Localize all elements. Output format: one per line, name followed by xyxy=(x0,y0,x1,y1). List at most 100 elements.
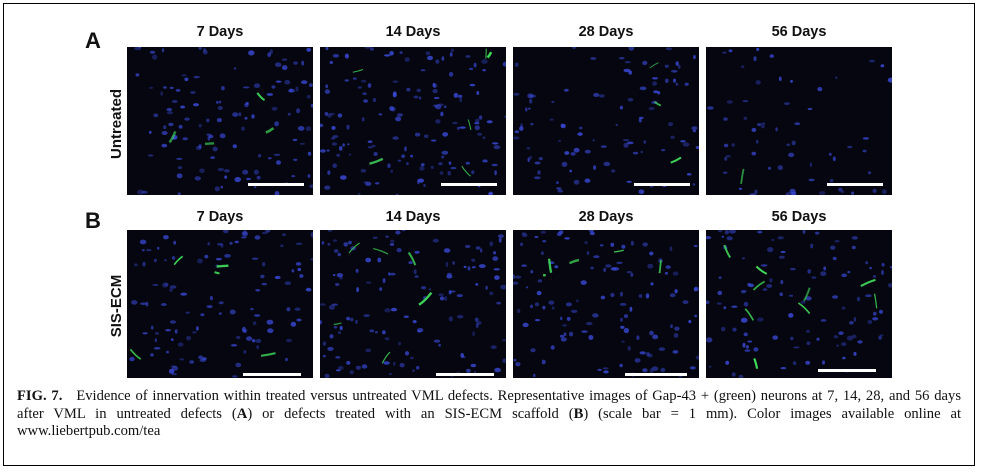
nucleus-mark xyxy=(169,86,174,89)
nucleus-mark xyxy=(372,236,378,239)
nucleus-mark xyxy=(286,338,292,343)
nucleus-mark xyxy=(597,368,602,371)
nucleus-mark xyxy=(337,365,344,370)
nucleus-mark xyxy=(219,133,226,139)
nucleus-mark xyxy=(842,356,846,360)
nucleus-mark xyxy=(853,351,857,356)
micrograph-sis-ecm-28-days xyxy=(513,230,699,378)
nucleus-mark xyxy=(414,132,421,137)
nucleus-mark xyxy=(650,282,654,286)
nucleus-mark xyxy=(206,305,213,309)
nucleus-mark xyxy=(602,367,609,370)
nucleus-mark xyxy=(682,300,689,304)
nucleus-mark xyxy=(560,123,564,128)
nucleus-mark xyxy=(384,308,391,313)
nucleus-mark xyxy=(528,107,531,110)
nucleus-mark xyxy=(243,330,247,333)
nucleus-mark xyxy=(626,180,632,183)
nucleus-mark xyxy=(751,151,757,156)
nucleus-mark xyxy=(290,321,297,327)
nucleus-mark xyxy=(463,265,467,268)
nucleus-mark xyxy=(448,290,452,295)
nucleus-mark xyxy=(241,236,247,239)
nucleus-mark xyxy=(645,351,650,356)
nucleus-mark xyxy=(149,50,156,54)
nucleus-mark xyxy=(444,296,448,301)
nucleus-mark xyxy=(808,178,815,182)
nucleus-mark xyxy=(413,95,419,99)
nucleus-mark xyxy=(399,51,403,54)
nucleus-mark xyxy=(642,368,648,373)
nucleus-mark xyxy=(232,375,238,378)
nucleus-mark xyxy=(561,161,568,167)
nucleus-mark xyxy=(265,230,271,233)
nucleus-mark xyxy=(789,188,796,194)
nucleus-mark xyxy=(669,293,676,298)
nucleus-mark xyxy=(491,142,499,145)
nucleus-mark xyxy=(438,343,441,347)
nucleus-mark xyxy=(393,361,396,366)
nucleus-mark xyxy=(389,243,395,246)
nucleus-mark xyxy=(331,142,338,146)
nucleus-mark xyxy=(723,306,727,310)
nucleus-mark xyxy=(682,142,690,147)
nucleus-mark xyxy=(828,152,832,156)
nucleus-mark xyxy=(365,257,372,263)
nucleus-mark xyxy=(540,230,546,234)
nucleus-mark xyxy=(502,358,506,364)
nucleus-mark xyxy=(413,269,417,275)
nucleus-mark xyxy=(295,242,303,245)
nucleus-mark xyxy=(332,135,339,138)
nucleus-mark xyxy=(417,178,424,183)
nucleus-mark xyxy=(224,169,230,173)
nucleus-mark xyxy=(649,330,654,336)
nucleus-mark xyxy=(229,309,236,315)
micrograph-background xyxy=(513,230,699,378)
nucleus-mark xyxy=(322,354,326,358)
nucleus-mark xyxy=(220,243,224,248)
nucleus-mark xyxy=(430,165,435,169)
nucleus-mark xyxy=(792,361,797,366)
nucleus-mark xyxy=(297,267,302,272)
nucleus-mark xyxy=(327,242,331,246)
nucleus-mark xyxy=(173,240,177,245)
nucleus-mark xyxy=(628,47,635,51)
nucleus-mark xyxy=(306,47,311,52)
nucleus-mark xyxy=(299,142,305,145)
nucleus-mark xyxy=(453,92,459,98)
nucleus-mark xyxy=(178,124,183,129)
nucleus-mark xyxy=(443,248,451,253)
nucleus-mark xyxy=(224,254,231,258)
nucleus-mark xyxy=(742,342,746,348)
nucleus-mark xyxy=(675,61,679,66)
gap43-signal-mark xyxy=(265,127,275,134)
nucleus-mark xyxy=(457,314,464,319)
nucleus-mark xyxy=(404,351,410,356)
nucleus-mark xyxy=(284,281,292,286)
nucleus-mark xyxy=(838,331,844,335)
nucleus-mark xyxy=(592,313,599,318)
nucleus-mark xyxy=(276,160,281,165)
nucleus-mark xyxy=(442,132,449,137)
nucleus-mark xyxy=(366,281,372,284)
nucleus-mark xyxy=(551,306,555,310)
nucleus-mark xyxy=(862,149,867,153)
nucleus-mark xyxy=(349,370,354,375)
nucleus-mark xyxy=(534,161,541,165)
nucleus-mark xyxy=(363,314,370,318)
nucleus-mark xyxy=(542,240,547,243)
nucleus-mark xyxy=(245,101,249,106)
nucleus-mark xyxy=(363,99,368,103)
nucleus-mark xyxy=(399,363,405,368)
nucleus-mark xyxy=(559,334,565,338)
nucleus-mark xyxy=(619,363,623,368)
nucleus-mark xyxy=(673,78,676,83)
nucleus-mark xyxy=(486,120,493,124)
nucleus-mark xyxy=(390,307,398,312)
nucleus-mark xyxy=(418,96,422,100)
nucleus-mark xyxy=(258,154,262,158)
nucleus-mark xyxy=(145,301,149,307)
nucleus-mark xyxy=(530,348,536,353)
nucleus-mark xyxy=(638,116,644,119)
nucleus-mark xyxy=(800,300,806,304)
